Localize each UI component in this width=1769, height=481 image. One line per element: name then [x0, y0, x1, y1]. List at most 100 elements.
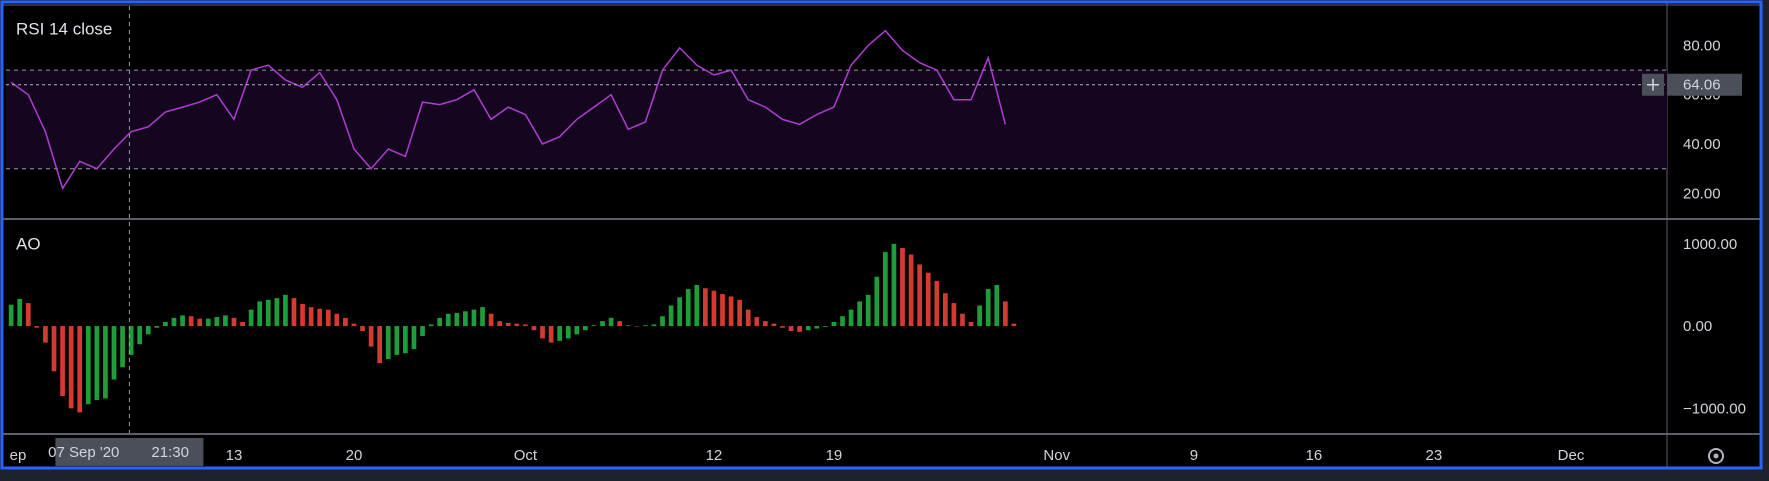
- x-tick-label: Dec: [1558, 447, 1585, 464]
- ao-bar: [291, 298, 297, 327]
- crosshair-date: 07 Sep '20: [48, 444, 119, 461]
- plot-layer: 20.0040.0060.0080.0064.06−1000.000.00100…: [6, 6, 1746, 466]
- ao-bar: [763, 321, 768, 327]
- x-tick-label: Nov: [1043, 447, 1070, 464]
- ao-bar: [968, 321, 974, 327]
- ao-bar: [651, 324, 657, 327]
- ao-bar: [8, 304, 14, 327]
- ao-bar: [934, 280, 940, 327]
- ao-bar: [317, 308, 323, 327]
- ao-bar: [591, 325, 597, 327]
- ao-bar: [745, 309, 751, 327]
- ao-bar: [137, 326, 143, 345]
- ao-bar: [68, 326, 74, 409]
- ao-bar: [368, 326, 374, 347]
- ao-bar: [720, 294, 725, 327]
- ao-bar: [583, 326, 588, 331]
- ao-bar: [643, 325, 648, 327]
- ao-bar: [111, 326, 117, 380]
- ao-bar: [308, 307, 314, 327]
- x-tick-label: Oct: [514, 447, 538, 464]
- ao-bar: [300, 303, 305, 327]
- x-tick-label: ep: [10, 447, 27, 464]
- x-tick-label: 12: [706, 447, 723, 464]
- x-tick-label: 20: [346, 447, 363, 464]
- ao-bar: [977, 305, 982, 327]
- ao-bar: [788, 326, 794, 332]
- ao-bar: [942, 293, 948, 327]
- ao-bar: [814, 326, 820, 329]
- ao-bar: [865, 294, 871, 327]
- pane-title: RSI 14 close: [16, 19, 112, 38]
- ao-bar: [214, 317, 220, 327]
- ao-bar: [557, 326, 563, 341]
- crosshair-time-tag: [55, 438, 204, 466]
- settings-icon[interactable]: [1708, 448, 1724, 464]
- ao-bar: [685, 289, 691, 327]
- ao-bar: [25, 303, 31, 327]
- y-tick-label: 20.00: [1683, 185, 1721, 202]
- ao-bar: [154, 326, 160, 328]
- ao-bar: [34, 326, 40, 328]
- ao-bar: [283, 294, 288, 327]
- ao-bar: [248, 309, 254, 327]
- ao-bar: [1011, 323, 1017, 327]
- ao-bar: [257, 301, 263, 327]
- ao-bar: [145, 326, 151, 335]
- ao-bar: [77, 326, 83, 413]
- ao-bar: [780, 326, 785, 328]
- ao-bar: [823, 326, 828, 327]
- ao-bar: [385, 326, 391, 359]
- ao-bar: [188, 316, 194, 327]
- ao-bar: [882, 252, 888, 327]
- ao-bar: [951, 303, 957, 327]
- ao-bar: [805, 326, 811, 331]
- ao-bar: [334, 313, 340, 327]
- ao-bar: [43, 326, 48, 343]
- ao-bar: [600, 321, 605, 327]
- ao-bar: [403, 326, 408, 354]
- ao-bar: [668, 305, 674, 327]
- ao-bar: [231, 317, 237, 327]
- ao-bar: [617, 321, 623, 327]
- ao-bar: [874, 276, 880, 327]
- ao-bar: [445, 313, 451, 327]
- ao-bar: [917, 264, 922, 327]
- rsi-line: [10, 29, 1007, 191]
- ao-bar: [463, 311, 468, 327]
- x-tick-label: 13: [226, 447, 243, 464]
- ao-bar: [94, 326, 100, 401]
- ao-bar: [565, 326, 571, 339]
- ao-bar: [625, 325, 631, 327]
- ao-bar: [471, 309, 477, 327]
- ao-bar: [411, 326, 417, 350]
- ao-bar: [531, 326, 537, 331]
- ao-bar: [240, 321, 245, 327]
- x-tick-label: 9: [1190, 447, 1198, 464]
- ao-bar: [908, 254, 914, 327]
- x-tick-label: 23: [1426, 447, 1443, 464]
- ao-bar: [428, 324, 434, 327]
- ao-bar: [985, 289, 991, 327]
- ao-bar: [840, 316, 845, 327]
- ao-bar: [103, 326, 108, 399]
- gear-center[interactable]: [1713, 453, 1719, 459]
- plus-icon: [1647, 78, 1659, 91]
- gear[interactable]: [1708, 448, 1724, 464]
- ao-bar: [574, 326, 580, 335]
- x-tick-label: 16: [1306, 447, 1323, 464]
- ao-bar: [694, 284, 700, 327]
- ao-bar: [754, 317, 760, 327]
- crosshair-time: 21:30: [151, 444, 189, 461]
- ao-bar: [660, 316, 665, 327]
- ao-bar: [505, 322, 511, 327]
- band-fill: [6, 70, 1667, 169]
- y-tick-label: 1000.00: [1683, 236, 1737, 253]
- ao-bar: [17, 298, 23, 327]
- ao-bar: [608, 317, 614, 327]
- ao-bar: [548, 326, 554, 343]
- ao-bar: [514, 323, 520, 327]
- ao-bar: [480, 307, 485, 327]
- ao-bar: [265, 299, 271, 327]
